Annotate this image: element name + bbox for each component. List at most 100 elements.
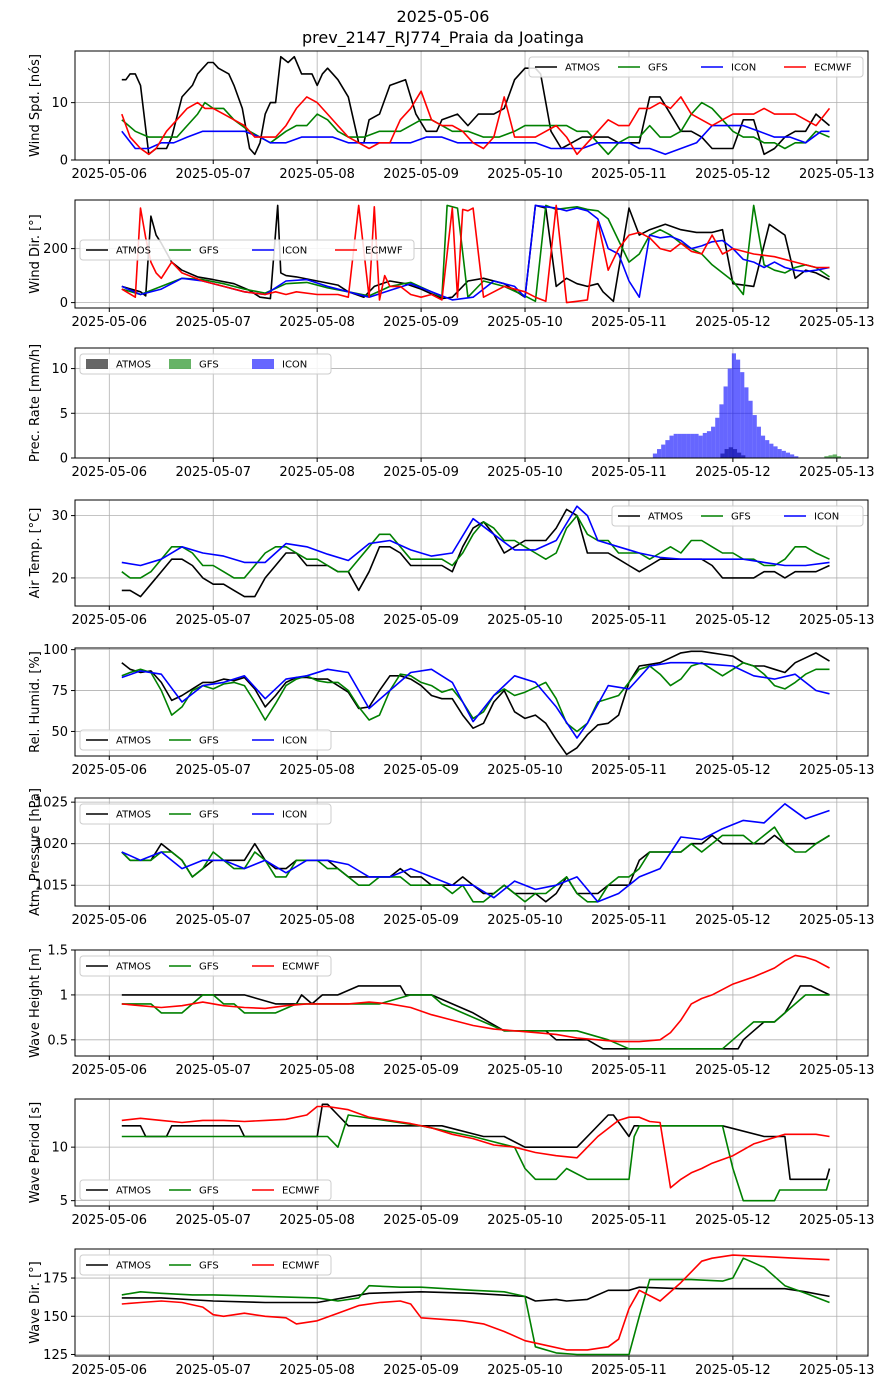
plot-area xyxy=(121,1103,831,1202)
x-tick-label: 2025-05-11 xyxy=(591,465,667,480)
y-axis-label: Wave Dir. [°] xyxy=(28,1261,43,1344)
y-tick-label: 0 xyxy=(60,154,68,169)
series-line-ecmwf xyxy=(121,1254,830,1351)
series-line-atmos xyxy=(121,204,830,303)
x-tick-label: 2025-05-10 xyxy=(487,913,563,928)
legend-label-icon: ICON xyxy=(282,810,307,821)
y-axis-label: Atm. Pressure [hPa] xyxy=(28,788,43,916)
bar-icon xyxy=(681,433,687,458)
plot-area xyxy=(121,954,830,1050)
x-tick-label: 2025-05-13 xyxy=(799,613,875,628)
plot-area xyxy=(121,204,830,304)
series-line-gfs xyxy=(121,994,830,1050)
panel-8: 2025-05-06 2025-05-07 2025-05-08 2025-05-09… xyxy=(28,1098,875,1228)
bar-icon xyxy=(677,433,682,458)
legend-box xyxy=(528,56,864,78)
legend: ATMOS GFS ICON ECMWF xyxy=(79,239,415,261)
legend-label-atmos: ATMOS xyxy=(648,512,683,523)
panel-2: 2025-05-06 2025-05-07 2025-05-08 2025-05-09… xyxy=(28,199,875,330)
x-tick-label: 2025-05-07 xyxy=(175,1213,251,1228)
series-line-gfs xyxy=(121,1114,831,1202)
x-tick-label: 2025-05-13 xyxy=(799,913,875,928)
x-tick-label: 2025-05-08 xyxy=(279,913,355,928)
bar-icon xyxy=(698,435,703,458)
x-tick-label: 2025-05-06 xyxy=(72,1363,148,1378)
x-tick-label: 2025-05-06 xyxy=(72,167,148,182)
x-tick-label: 2025-05-09 xyxy=(383,1363,459,1378)
y-tick-label: 20 xyxy=(51,571,68,586)
legend-label-icon: ICON xyxy=(731,63,756,74)
x-tick-label: 2025-05-07 xyxy=(175,465,251,480)
bar-icon xyxy=(673,433,678,458)
x-tick-label: 2025-05-12 xyxy=(695,465,771,480)
legend: ATMOS GFS ICON xyxy=(611,505,864,527)
panel-4: 2025-05-06 2025-05-07 2025-05-08 2025-05-09… xyxy=(28,499,875,628)
x-tick-label: 2025-05-08 xyxy=(279,465,355,480)
x-tick-label: 2025-05-06 xyxy=(72,913,148,928)
x-tick-label: 2025-05-11 xyxy=(591,167,667,182)
legend-box xyxy=(79,1254,332,1276)
series-line-ecmwf xyxy=(121,204,830,304)
y-tick-label: 1015 xyxy=(35,879,68,894)
x-tick-label: 2025-05-06 xyxy=(72,763,148,778)
axes-frame xyxy=(74,1248,869,1357)
x-tick-label: 2025-05-09 xyxy=(383,1063,459,1078)
bar-icon xyxy=(686,433,691,458)
series-line-atmos xyxy=(121,834,830,903)
x-tick-label: 2025-05-12 xyxy=(695,1213,771,1228)
bar-icon xyxy=(790,454,795,458)
legend-label-atmos: ATMOS xyxy=(116,360,151,371)
legend-box xyxy=(79,729,332,751)
series-line-atmos xyxy=(121,1103,831,1181)
x-tick-label: 2025-05-13 xyxy=(799,763,875,778)
x-tick-label: 2025-05-10 xyxy=(487,1063,563,1078)
x-tick-label: 2025-05-13 xyxy=(799,315,875,330)
series-line-gfs xyxy=(121,1257,830,1356)
legend-swatch-icon xyxy=(252,359,274,369)
bar-icon xyxy=(669,435,674,458)
legend: ATMOS GFS ICON xyxy=(79,353,332,375)
bar-gfs xyxy=(832,454,837,458)
x-tick-label: 2025-05-09 xyxy=(383,465,459,480)
y-tick-label: 100 xyxy=(43,643,68,658)
legend-label-atmos: ATMOS xyxy=(116,962,151,973)
x-tick-label: 2025-05-06 xyxy=(72,1213,148,1228)
x-tick-label: 2025-05-10 xyxy=(487,763,563,778)
x-tick-label: 2025-05-07 xyxy=(175,1363,251,1378)
legend-label-icon: ICON xyxy=(814,512,839,523)
legend-swatch-gfs xyxy=(169,359,191,369)
legend-label-atmos: ATMOS xyxy=(116,1186,151,1197)
series-line-gfs xyxy=(121,101,830,156)
legend-label-atmos: ATMOS xyxy=(116,246,151,257)
legend-box xyxy=(79,239,415,261)
series-line-atmos xyxy=(121,985,830,1050)
x-tick-label: 2025-05-06 xyxy=(72,315,148,330)
legend-box xyxy=(79,1179,332,1201)
legend-label-icon: ICON xyxy=(282,246,307,257)
legend-label-gfs: GFS xyxy=(199,1186,219,1197)
legend-label-ecmwf: ECMWF xyxy=(282,1186,320,1197)
bar-icon xyxy=(765,440,770,458)
x-tick-label: 2025-05-12 xyxy=(695,167,771,182)
x-tick-label: 2025-05-10 xyxy=(487,613,563,628)
panel-5: 2025-05-06 2025-05-07 2025-05-08 2025-05-09… xyxy=(28,643,875,778)
x-tick-label: 2025-05-08 xyxy=(279,763,355,778)
y-tick-label: 150 xyxy=(43,1310,68,1325)
plot-area xyxy=(121,55,831,156)
series-line-icon xyxy=(121,802,830,903)
x-tick-label: 2025-05-07 xyxy=(175,167,251,182)
plot-area xyxy=(121,1254,830,1356)
y-axis-label: Air Temp. [°C] xyxy=(28,508,43,599)
bar-icon xyxy=(652,453,658,458)
legend-label-gfs: GFS xyxy=(199,810,219,821)
legend-label-gfs: GFS xyxy=(731,512,751,523)
y-tick-label: 1025 xyxy=(35,796,68,811)
x-tick-label: 2025-05-11 xyxy=(591,613,667,628)
y-tick-label: 5 xyxy=(60,407,68,422)
x-tick-label: 2025-05-07 xyxy=(175,613,251,628)
bar-icon xyxy=(748,400,753,458)
legend: ATMOS GFS ECMWF xyxy=(79,1179,332,1201)
y-tick-label: 5 xyxy=(60,1194,68,1209)
legend-label-atmos: ATMOS xyxy=(116,810,151,821)
x-tick-label: 2025-05-06 xyxy=(72,613,148,628)
